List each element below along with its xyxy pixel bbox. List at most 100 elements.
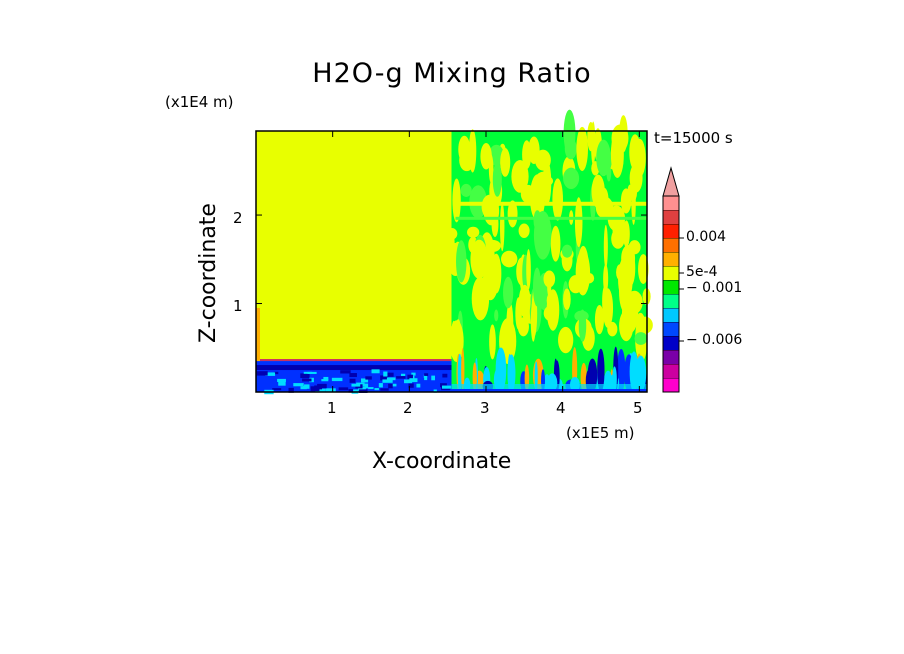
heatmap-blob bbox=[576, 126, 588, 172]
colorbar-extend-arrow bbox=[662, 166, 680, 197]
heatmap-blob bbox=[542, 160, 552, 205]
heatmap-blob bbox=[561, 244, 573, 258]
heatmap-blob bbox=[500, 202, 505, 252]
x-tick-label: 1 bbox=[327, 399, 337, 417]
heatmap-blob bbox=[638, 254, 649, 284]
heatmap-band-speck bbox=[409, 378, 418, 383]
heatmap-band-speck bbox=[390, 383, 397, 387]
heatmap-edge-strip bbox=[256, 307, 260, 362]
heatmap-band-speck bbox=[302, 378, 312, 382]
heatmap-band-speck bbox=[408, 383, 414, 388]
heatmap-band-speck bbox=[348, 389, 354, 393]
colorbar-label: − 0.001 bbox=[686, 280, 743, 296]
colorbar-segment bbox=[663, 252, 679, 266]
heatmap-blob bbox=[577, 245, 589, 285]
heatmap-blob bbox=[452, 178, 461, 223]
heatmap-blob bbox=[563, 167, 580, 190]
heatmap-band-speck bbox=[433, 389, 437, 393]
heatmap-blob bbox=[500, 148, 511, 177]
heatmap-band-speck bbox=[277, 378, 286, 382]
heatmap-blob bbox=[503, 276, 514, 309]
heatmap-band-speck bbox=[300, 373, 310, 379]
heatmap-blob bbox=[563, 288, 571, 311]
heatmap-band-speck bbox=[323, 376, 329, 380]
heatmap-band-speck bbox=[300, 385, 307, 390]
heatmap-blob bbox=[587, 121, 595, 152]
colorbar-segment bbox=[663, 364, 679, 378]
heatmap-blob bbox=[480, 143, 492, 170]
heatmap-blob bbox=[449, 231, 455, 257]
heatmap-band-z2b bbox=[455, 216, 647, 220]
heatmap-blob bbox=[484, 239, 502, 253]
heatmap-blob bbox=[594, 305, 605, 335]
heatmap-band-speck bbox=[383, 372, 394, 377]
heatmap-blob bbox=[563, 109, 576, 157]
x-axis-label: X-coordinate bbox=[372, 449, 512, 474]
heatmap-band-speck bbox=[424, 373, 429, 376]
time-label: t=15000 s bbox=[654, 129, 733, 147]
heatmap-blob bbox=[552, 178, 563, 221]
heatmap-band-speck bbox=[278, 381, 286, 386]
heatmap-blob bbox=[546, 292, 556, 310]
heatmap-band-speck bbox=[386, 377, 396, 381]
heatmap-blob bbox=[550, 225, 561, 262]
heatmap-band-speck bbox=[423, 374, 428, 378]
x-tick-label: 3 bbox=[480, 399, 490, 417]
heatmap-band-speck bbox=[315, 388, 326, 393]
heatmap-plume bbox=[457, 353, 462, 393]
heatmap-band-speck bbox=[380, 388, 389, 391]
heatmap-blob bbox=[470, 239, 488, 279]
heatmap-blob bbox=[612, 211, 626, 248]
heatmap-band-speck bbox=[307, 371, 317, 374]
heatmap-band-speck bbox=[440, 383, 447, 388]
heatmap-plume bbox=[597, 348, 605, 392]
heatmap-band-speck bbox=[309, 377, 314, 383]
heatmap-band-speck bbox=[383, 371, 388, 377]
heatmap-blob bbox=[620, 188, 632, 214]
heatmap-surface-edge bbox=[451, 389, 647, 392]
heatmap-band-speck bbox=[338, 387, 349, 391]
heatmap-blob bbox=[603, 264, 609, 294]
heatmap-blob bbox=[543, 270, 556, 288]
x-axis-unit: (x1E5 m) bbox=[566, 424, 635, 442]
heatmap-blob bbox=[483, 196, 500, 226]
heatmap-band-speck bbox=[364, 383, 369, 389]
heatmap-band-speck bbox=[404, 379, 413, 384]
y-tick-label: 2 bbox=[233, 209, 243, 227]
heatmap-band-speck bbox=[357, 386, 366, 391]
heatmap-band-speck bbox=[442, 385, 452, 389]
colorbar-segment bbox=[663, 196, 679, 210]
heatmap-band-speck bbox=[431, 375, 436, 381]
heatmap-blob bbox=[458, 135, 471, 163]
heatmap-band-speck bbox=[380, 375, 389, 381]
colorbar-label: 0.004 bbox=[686, 229, 727, 245]
heatmap-band-speck bbox=[396, 376, 406, 379]
heatmap-blob bbox=[625, 290, 643, 314]
heatmap-blob bbox=[529, 174, 546, 221]
heatmap-blob bbox=[603, 224, 608, 269]
heatmap-plume bbox=[461, 347, 465, 392]
heatmap-band-speck bbox=[256, 371, 268, 376]
heatmap-band-speck bbox=[416, 383, 421, 388]
heatmap-blob bbox=[591, 174, 605, 209]
heatmap-blob bbox=[528, 136, 540, 164]
heatmap-blob bbox=[507, 200, 518, 228]
heatmap-blob bbox=[456, 240, 467, 283]
heatmap-band-speck bbox=[351, 383, 361, 387]
heatmap-blob bbox=[574, 197, 583, 248]
heatmap-blob bbox=[602, 286, 607, 317]
colorbar-segment bbox=[663, 350, 679, 364]
colorbar-segment bbox=[663, 210, 679, 224]
heatmap-blob bbox=[611, 124, 629, 152]
heatmap-blob bbox=[517, 317, 529, 337]
heatmap-band-speck bbox=[382, 379, 393, 383]
heatmap-band-speck bbox=[424, 376, 428, 381]
heatmap-blob bbox=[491, 253, 502, 294]
heatmap-blob bbox=[471, 276, 490, 321]
heatmap-blob bbox=[468, 129, 477, 173]
heatmap-blob bbox=[607, 321, 618, 337]
heatmap-blob bbox=[532, 267, 542, 307]
heatmap-region-left bbox=[256, 131, 452, 392]
heatmap-band-speck bbox=[321, 379, 329, 382]
heatmap-band-edge bbox=[256, 359, 452, 362]
